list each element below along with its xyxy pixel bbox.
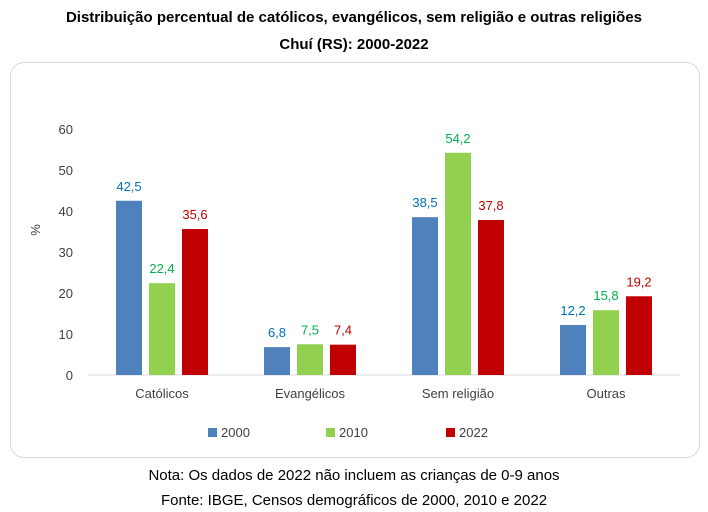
x-tick-label: Outras xyxy=(586,386,626,401)
y-tick-label: 0 xyxy=(66,368,73,383)
x-tick-label: Sem religião xyxy=(422,386,494,401)
bar xyxy=(478,220,504,375)
legend-swatch xyxy=(446,428,455,437)
legend-swatch xyxy=(208,428,217,437)
data-label: 7,5 xyxy=(301,322,319,337)
legend-swatch xyxy=(326,428,335,437)
legend-label: 2000 xyxy=(221,425,250,440)
bar xyxy=(297,344,323,375)
y-tick-label: 60 xyxy=(59,122,73,137)
y-tick-label: 40 xyxy=(59,204,73,219)
y-tick-label: 50 xyxy=(59,163,73,178)
bar xyxy=(116,200,142,375)
data-label: 35,6 xyxy=(182,207,207,222)
y-axis-label: % xyxy=(28,224,43,236)
data-label: 42,5 xyxy=(116,179,141,194)
data-label: 6,8 xyxy=(268,325,286,340)
bar xyxy=(412,217,438,375)
data-label: 37,8 xyxy=(478,198,503,213)
y-tick-label: 10 xyxy=(59,327,73,342)
chart-frame xyxy=(10,62,700,458)
bar xyxy=(264,347,290,375)
y-tick-label: 20 xyxy=(59,286,73,301)
source-note: Fonte: IBGE, Censos demográficos de 2000… xyxy=(160,492,548,509)
bar xyxy=(182,229,208,375)
bar xyxy=(330,344,356,375)
x-tick-label: Católicos xyxy=(135,386,189,401)
legend-label: 2022 xyxy=(459,425,488,440)
data-label: 15,8 xyxy=(593,288,618,303)
legend-label: 2010 xyxy=(339,425,368,440)
data-label: 12,2 xyxy=(560,303,585,318)
chart-title: Distribuição percentual de católicos, ev… xyxy=(65,9,643,26)
data-label: 7,4 xyxy=(334,323,352,338)
data-label: 22,4 xyxy=(149,261,174,276)
x-tick-label: Evangélicos xyxy=(275,386,346,401)
chart-subtitle: Chuí (RS): 2000-2022 xyxy=(279,36,429,53)
y-tick-label: 30 xyxy=(59,245,73,260)
bar xyxy=(626,296,652,375)
bar xyxy=(149,283,175,375)
data-label: 54,2 xyxy=(445,131,470,146)
footnote: Nota: Os dados de 2022 não incluem as cr… xyxy=(148,467,560,484)
bar-chart: 0 10 20 30 40 50 60% 42,5 22,4 35,6 Católicos 6,8 7,… xyxy=(28,122,680,440)
data-label: 38,5 xyxy=(412,195,437,210)
data-label: 19,2 xyxy=(626,274,651,289)
bar xyxy=(445,152,471,375)
bar xyxy=(560,324,586,375)
bar xyxy=(593,310,619,375)
